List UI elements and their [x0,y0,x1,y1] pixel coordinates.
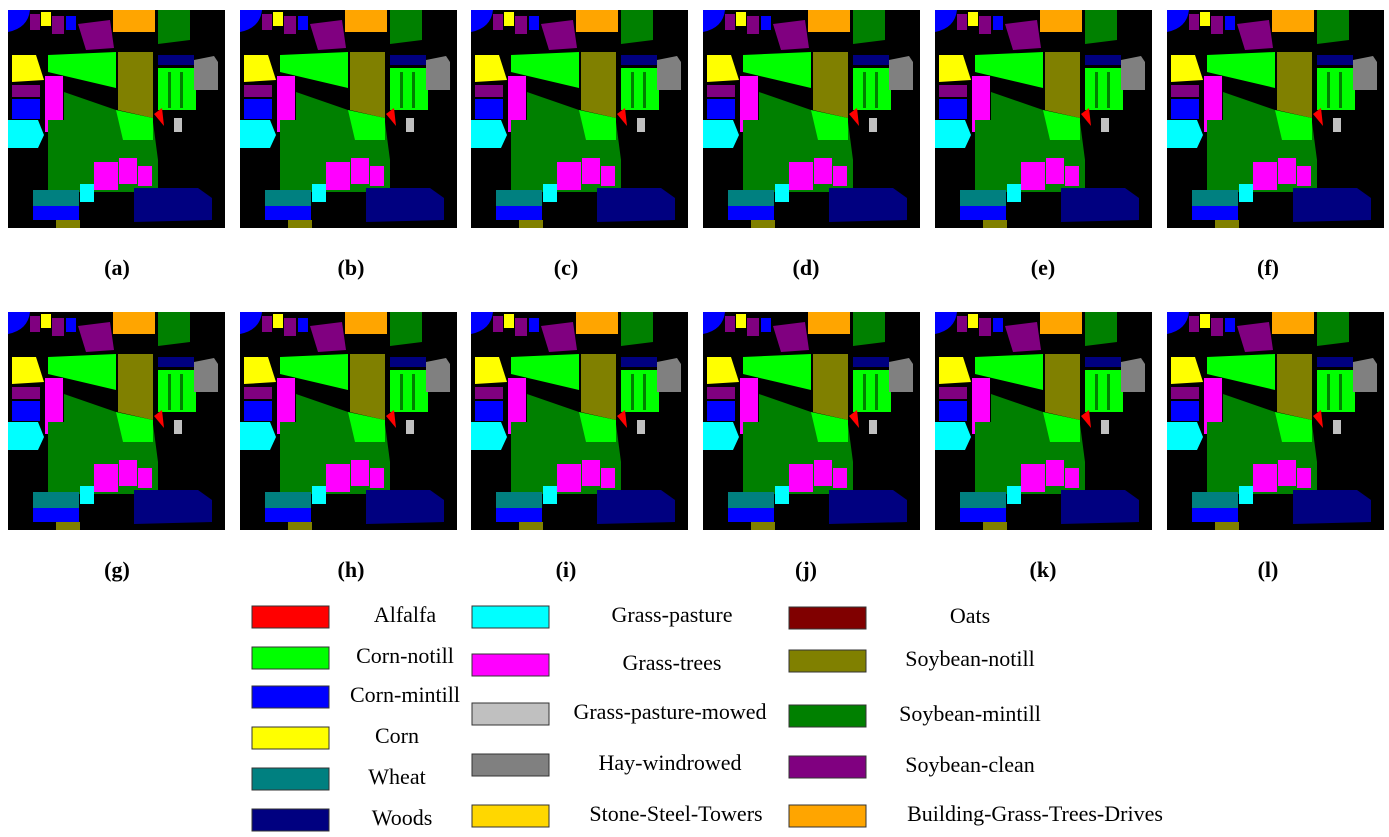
legend-swatch [252,768,329,790]
panel-label: (b) [338,255,365,280]
figure: (a) (b) (c) (d) (e) (f) (g) (h) (i) (j) (k) (l) Alfa… [0,0,1389,832]
classification-map [8,10,225,228]
legend-label: Wheat [368,764,425,789]
legend-swatch [789,650,866,672]
legend-label: Grass-trees [623,650,722,675]
legend-label: Grass-pasture [612,602,733,627]
legend-label: Stone-Steel-Towers [589,801,762,826]
legend-swatch [472,754,549,776]
legend-label: Hay-windrowed [599,750,742,775]
legend-label: Corn-notill [356,643,454,668]
panel-label: (k) [1030,557,1057,582]
panel-label: (f) [1257,255,1279,280]
legend-swatch [252,727,329,749]
panel-label: (j) [795,557,817,582]
legend-label: Oats [950,603,990,628]
legend-label: Corn [375,723,419,748]
legend-label: Soybean-mintill [899,701,1041,726]
classification-map [1167,312,1384,530]
legend-swatch [789,756,866,778]
panel-label: (i) [556,557,577,582]
legend-swatch [252,647,329,669]
classification-map [703,10,920,228]
legend-swatch [789,805,866,827]
panel-label: (h) [338,557,365,582]
legend-label: Corn-mintill [350,682,460,707]
legend-swatch [472,805,549,827]
classification-map [703,312,920,530]
classification-map [471,10,688,228]
panel-label: (g) [104,557,130,582]
legend-label: Soybean-notill [905,646,1035,671]
classification-map [240,10,457,228]
panel-label: (e) [1031,255,1055,280]
legend-swatch [252,809,329,831]
panel-label: (l) [1258,557,1279,582]
legend-swatch [472,703,549,725]
classification-map [240,312,457,530]
legend-swatch [789,705,866,727]
legend-label: Alfalfa [374,602,437,627]
classification-map [1167,10,1384,228]
legend-swatch [252,686,329,708]
panel-label: (c) [554,255,578,280]
legend-label: Grass-pasture-mowed [573,699,766,724]
legend-label: Soybean-clean [905,752,1035,777]
classification-map [935,312,1152,530]
legend-swatch [472,654,549,676]
legend-label: Building-Grass-Trees-Drives [907,801,1163,826]
classification-map [935,10,1152,228]
legend-swatch [252,606,329,628]
panel-label: (d) [793,255,820,280]
panel-label: (a) [104,255,130,280]
legend-swatch [472,606,549,628]
classification-map [471,312,688,530]
legend-swatch [789,607,866,629]
page: (a) (b) (c) (d) (e) (f) (g) (h) (i) (j) (k) (l) Alfa… [0,0,1389,832]
classification-map [8,312,225,530]
legend-label: Woods [372,805,433,830]
